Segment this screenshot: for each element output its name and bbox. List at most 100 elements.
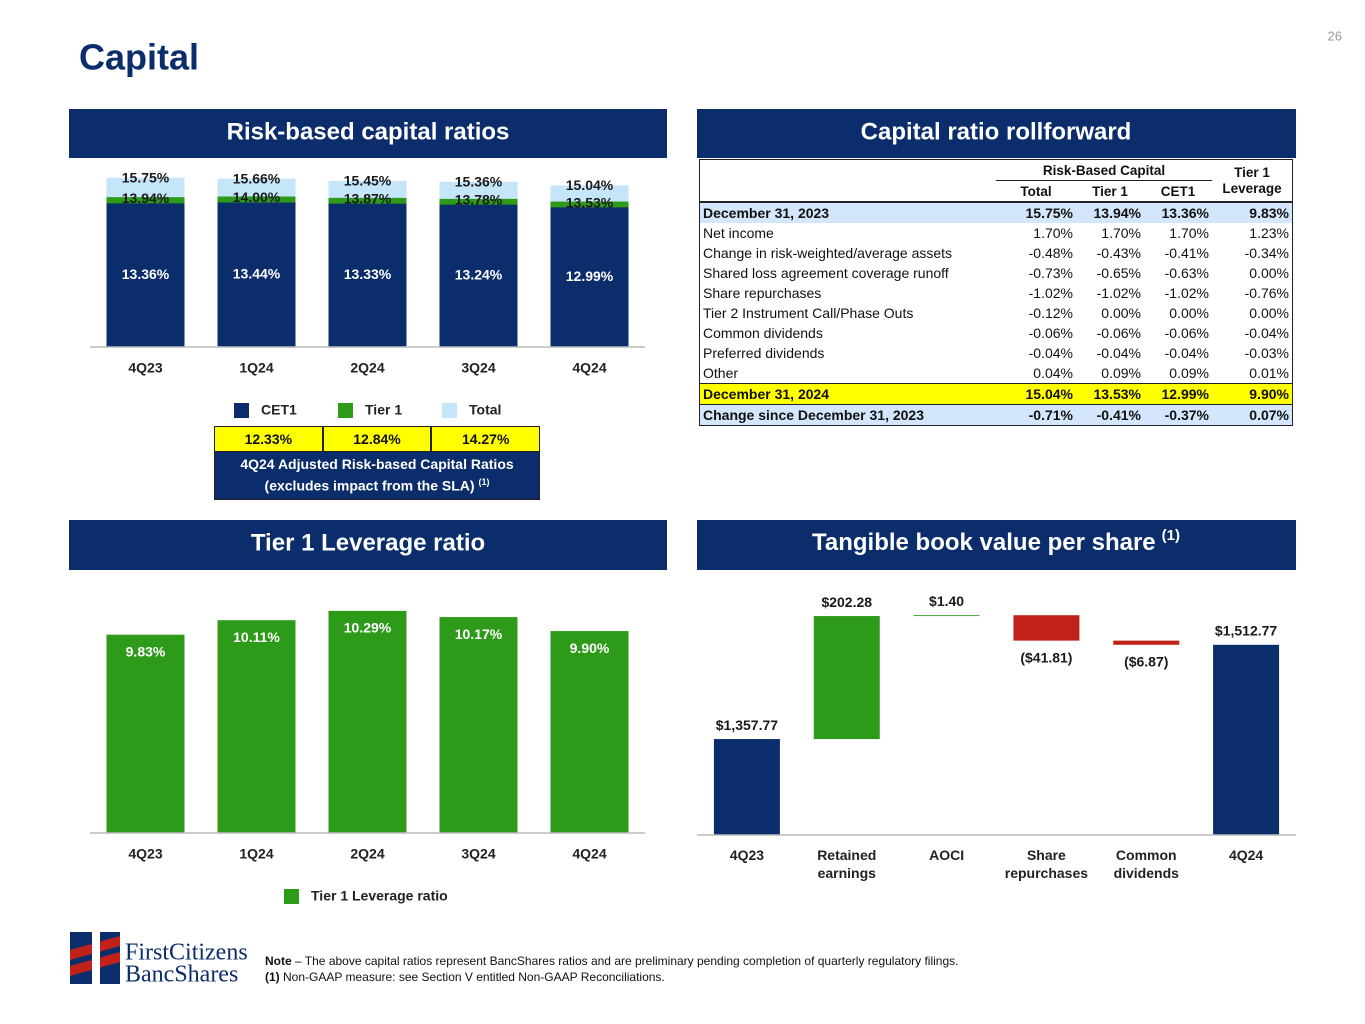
table-cell: 1.70% <box>1101 225 1141 241</box>
bar <box>217 620 296 833</box>
data-label: 13.33% <box>344 266 392 282</box>
table-cell: 1.23% <box>1249 225 1289 241</box>
bar <box>439 617 518 833</box>
table-cell: -0.12% <box>1028 305 1073 321</box>
bar <box>328 203 407 347</box>
adjusted-value: 12.84% <box>322 426 432 452</box>
table-row: Tier 2 Instrument Call/Phase Outs -0.12% 0… <box>700 303 1293 323</box>
x-tick-label: 4Q24 <box>572 846 606 862</box>
table-cell: -0.04% <box>1096 345 1141 361</box>
table-cell: -0.04% <box>1244 325 1289 341</box>
x-tick-label: 3Q24 <box>461 846 495 862</box>
legend-swatch <box>234 403 249 418</box>
caption-text: 4Q24 Adjusted Risk-based Capital Ratios … <box>240 456 514 494</box>
caption-note: (1) <box>478 477 490 487</box>
table-cell: Preferred dividends <box>703 345 825 361</box>
x-tick-label: 1Q24 <box>239 846 273 862</box>
adjusted-value: 12.33% <box>214 426 323 452</box>
table-cell: 15.75% <box>996 202 1076 223</box>
data-label: 9.83% <box>126 643 166 659</box>
bar <box>217 202 296 347</box>
data-label: $1.40 <box>929 593 964 609</box>
table-cell: December 31, 2023 <box>699 202 996 223</box>
section-header-bg <box>69 109 667 158</box>
table-cell: 0.09% <box>1101 365 1141 381</box>
table-cell: 1.70% <box>1033 225 1073 241</box>
table-cell: 12.99% <box>1144 383 1212 405</box>
table-cell: -0.06% <box>1096 325 1141 341</box>
header-row: Risk-Based Capital Tier 1 Leverage <box>699 159 1293 203</box>
table-cell: -1.02% <box>1096 285 1141 301</box>
table-cell: Tier 2 Instrument Call/Phase Outs <box>703 305 914 321</box>
data-label: 15.75% <box>122 169 170 185</box>
x-tick-label: 1Q24 <box>239 360 273 376</box>
data-label: 10.11% <box>233 629 280 645</box>
table-cell: -0.73% <box>1028 265 1073 281</box>
bar <box>106 203 185 347</box>
table-cell: 9.83% <box>1212 202 1293 223</box>
legend-label: Tier 1 <box>365 402 402 418</box>
section-header: Tangible book value per share (1) <box>812 527 1180 556</box>
header-cell: Tier 1 Leverage <box>1212 159 1293 203</box>
table-cell: Other <box>703 365 739 381</box>
table-cell: -0.43% <box>1096 245 1141 261</box>
logo: FirstCitizens BancShares <box>70 932 248 988</box>
table-cell: Change since December 31, 2023 <box>699 404 996 426</box>
x-tick-label: 4Q23 <box>729 847 765 863</box>
table-cell: -0.41% <box>1076 404 1144 426</box>
table-cell: Change in risk-weighted/average assets <box>703 245 953 261</box>
x-tick-label: 2Q24 <box>350 360 384 376</box>
table-cell: -0.65% <box>1096 265 1141 281</box>
footnote: (1) Non-GAAP measure: see Section V enti… <box>265 970 665 984</box>
table-cell: 0.04% <box>1033 365 1073 381</box>
table-cell: 13.94% <box>1076 202 1144 223</box>
table-row: December 31, 2024 15.04% 13.53% 12.99% 9.90% <box>699 383 1293 405</box>
bar <box>1213 644 1280 835</box>
legend-swatch <box>338 403 353 418</box>
legend-label: CET1 <box>261 402 297 418</box>
x-tick-label: 2Q24 <box>350 846 384 862</box>
footnote-lead: (1) <box>265 970 280 984</box>
table-cell: -1.02% <box>1164 285 1209 301</box>
adjusted-caption: 4Q24 Adjusted Risk-based Capital Ratios … <box>214 452 540 500</box>
table-row: Change in risk-weighted/average assets -0… <box>700 243 1293 263</box>
table-cell: -0.06% <box>1164 325 1209 341</box>
x-tick-label: AOCI <box>929 847 965 863</box>
header-row: Total Tier 1 CET1 <box>700 180 1293 203</box>
bar <box>328 610 407 833</box>
table-cell: Shared loss agreement coverage runoff <box>703 265 949 281</box>
table-cell: 0.09% <box>1169 365 1209 381</box>
data-label: 13.87% <box>344 191 392 207</box>
table-cell: -0.71% <box>996 404 1076 426</box>
table-cell: -0.34% <box>1244 245 1289 261</box>
section-header: Risk-based capital ratios <box>227 118 510 145</box>
table-cell: -1.02% <box>1028 285 1073 301</box>
data-label: $1,357.77 <box>716 717 778 733</box>
footnote-text: Non-GAAP measure: see Section V entitled… <box>283 970 665 984</box>
data-label: 14.00% <box>233 189 281 205</box>
table-cell: 13.53% <box>1076 383 1144 405</box>
data-label: 15.45% <box>344 173 392 189</box>
data-label: ($6.87) <box>1124 654 1168 670</box>
bar <box>550 207 629 347</box>
data-label: 13.53% <box>566 194 614 210</box>
table-cell: -0.37% <box>1144 404 1212 426</box>
table-cell: -0.76% <box>1244 285 1289 301</box>
table-cell: 1.70% <box>1169 225 1209 241</box>
adjusted-ratios: 12.33% 12.84% 14.27% 4Q24 Adjusted Risk-… <box>214 426 541 500</box>
data-label: 13.36% <box>122 266 170 282</box>
table-cell: -0.04% <box>1028 345 1073 361</box>
data-label: $202.28 <box>821 594 872 610</box>
table-cell: Share repurchases <box>703 285 822 301</box>
table-cell: December 31, 2024 <box>699 383 996 405</box>
group-header: Risk-Based Capital <box>996 159 1212 181</box>
table-cell: 0.00% <box>1249 265 1289 281</box>
data-label: 13.78% <box>455 192 503 208</box>
bar <box>913 615 980 617</box>
legend-swatch <box>442 403 457 418</box>
x-tick-label: Common dividends <box>1113 847 1179 881</box>
logo-text: FirstCitizens <box>125 940 248 966</box>
data-label: 15.04% <box>566 177 614 193</box>
section-header-bg <box>697 109 1296 158</box>
